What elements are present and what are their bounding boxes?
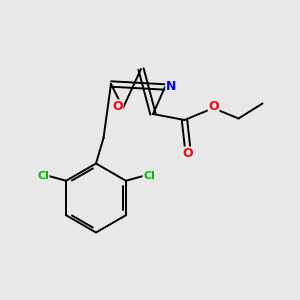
Text: Cl: Cl <box>37 171 49 181</box>
Text: N: N <box>166 80 176 94</box>
Text: O: O <box>208 100 219 113</box>
Text: O: O <box>182 147 193 160</box>
Text: Cl: Cl <box>143 171 155 181</box>
Text: O: O <box>112 100 123 113</box>
